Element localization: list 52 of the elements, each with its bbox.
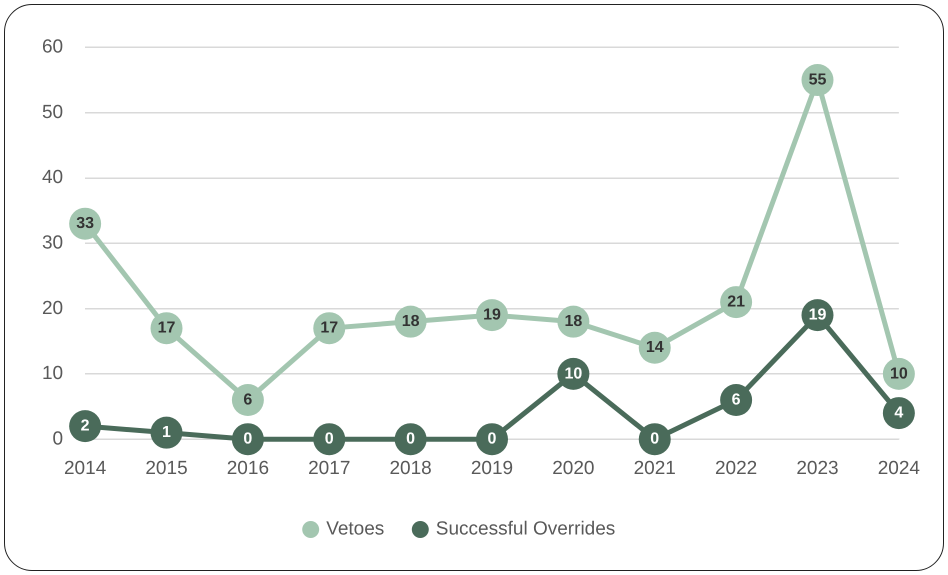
y-tick-label: 0 (52, 428, 64, 450)
x-tick-label: 2023 (796, 458, 839, 479)
data-label: 6 (243, 391, 252, 408)
data-label: 19 (483, 306, 501, 324)
data-label: 10 (564, 365, 582, 382)
data-label: 2 (80, 418, 90, 435)
x-tick-label: 2015 (145, 458, 188, 479)
x-tick-label: 2021 (634, 458, 676, 479)
data-label: 19 (808, 306, 826, 324)
x-tick-label: 2022 (714, 458, 758, 479)
data-label: 0 (650, 430, 660, 448)
x-tick-label: 2016 (226, 458, 270, 479)
data-label: 21 (727, 293, 746, 310)
data-label: 55 (808, 71, 826, 88)
point (232, 423, 264, 456)
point (720, 384, 752, 416)
data-label: 33 (76, 215, 94, 232)
x-tick-label: 2014 (64, 458, 107, 479)
data-label: 14 (646, 339, 664, 356)
x-tick-label: 2020 (552, 458, 595, 479)
y-tick-label: 50 (42, 102, 64, 123)
x-tick-label: 2019 (470, 458, 514, 479)
y-tick-label: 20 (42, 298, 64, 319)
x-tick-label: 2018 (389, 458, 432, 479)
point (882, 397, 915, 430)
data-label: 0 (488, 430, 497, 448)
point (476, 423, 508, 456)
point (232, 384, 264, 416)
data-label: 0 (243, 430, 252, 448)
y-tick-label: 40 (42, 167, 64, 188)
data-label: 1 (162, 424, 172, 442)
data-label: 6 (732, 391, 741, 408)
point (394, 423, 427, 456)
data-label: 18 (402, 313, 420, 330)
data-label: 17 (320, 320, 338, 337)
x-tick-label: 2017 (308, 458, 350, 479)
data-label: 10 (890, 365, 908, 382)
data-label: 4 (894, 404, 904, 422)
data-label: 17 (158, 320, 176, 337)
x-tick-label: 2024 (878, 458, 920, 479)
data-label: 0 (406, 430, 416, 448)
legend-label: Vetoes (326, 518, 384, 540)
point (69, 410, 102, 442)
data-label: 0 (324, 430, 334, 448)
legend-label: Successful Overrides (436, 518, 616, 540)
y-tick-label: 10 (42, 363, 64, 384)
y-tick-label: 30 (42, 232, 64, 254)
point (313, 423, 346, 456)
point (150, 416, 183, 449)
data-label: 18 (564, 313, 582, 330)
point (638, 423, 671, 456)
y-tick-label: 60 (42, 36, 64, 58)
